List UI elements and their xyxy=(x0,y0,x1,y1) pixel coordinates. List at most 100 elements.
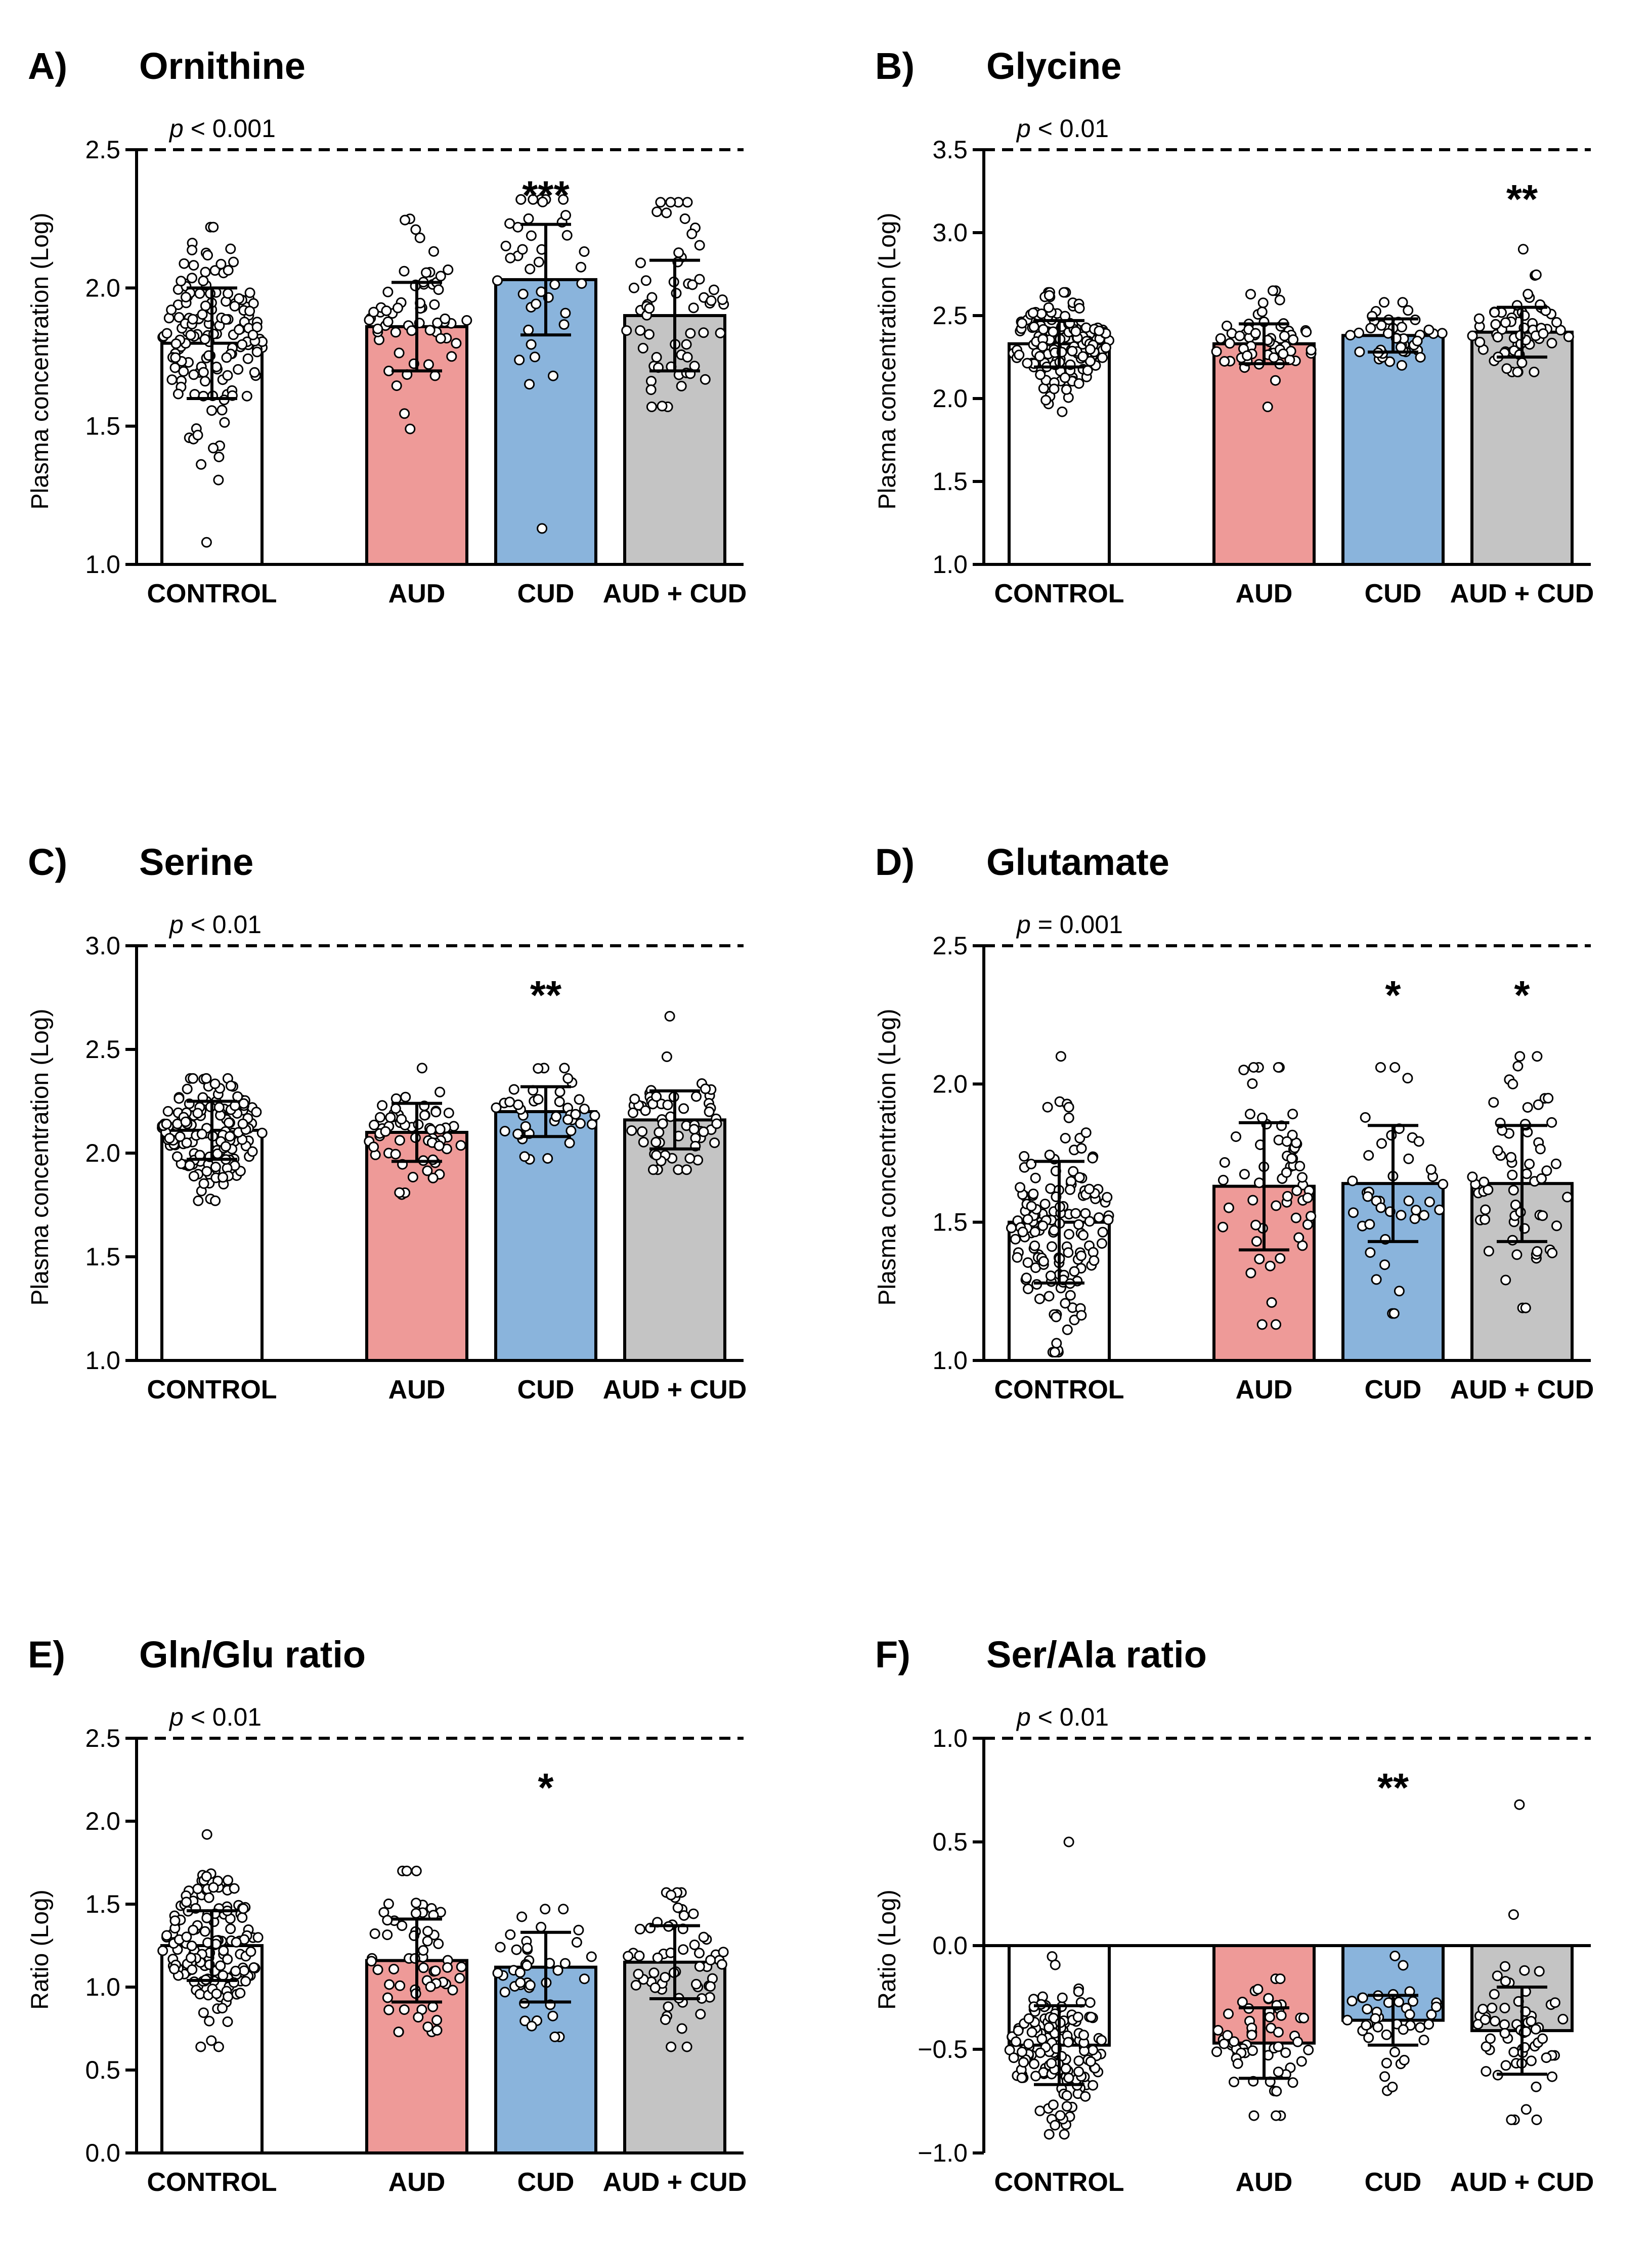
data-point xyxy=(519,2015,531,2027)
data-point xyxy=(1018,2057,1029,2068)
data-point xyxy=(1224,338,1235,349)
data-point xyxy=(579,1104,590,1115)
data-point xyxy=(549,2031,560,2042)
data-point xyxy=(210,1162,221,1172)
significance-marker: *** xyxy=(522,173,570,218)
data-point xyxy=(531,298,542,310)
data-point xyxy=(661,1051,672,1062)
data-point xyxy=(504,218,515,229)
p-value-label: p < 0.01 xyxy=(1016,114,1109,143)
data-point xyxy=(1088,2045,1099,2056)
data-point xyxy=(1415,2022,1426,2033)
data-point xyxy=(434,1086,446,1097)
data-point xyxy=(1425,1164,1437,1175)
data-point xyxy=(1281,1167,1292,1178)
data-point xyxy=(1060,372,1070,383)
data-point xyxy=(433,1140,445,1151)
data-point xyxy=(231,1937,242,1948)
data-point xyxy=(1270,375,1281,386)
data-point xyxy=(694,1948,705,1959)
data-point xyxy=(1247,1078,1258,1089)
data-point xyxy=(1370,2013,1381,2024)
data-point xyxy=(1481,2041,1492,2052)
data-point xyxy=(1500,1976,1511,1987)
data-point xyxy=(686,228,698,239)
data-point xyxy=(201,1912,212,1923)
data-point xyxy=(1480,1214,1491,1225)
data-point xyxy=(1094,1212,1105,1223)
data-point xyxy=(220,1141,231,1152)
data-point xyxy=(678,1944,689,1955)
data-point xyxy=(1087,1153,1098,1164)
data-point xyxy=(644,303,655,314)
data-point xyxy=(1047,1241,1058,1252)
data-point xyxy=(500,240,511,251)
data-point xyxy=(1084,1997,1096,2008)
data-point xyxy=(1541,2052,1552,2063)
data-point xyxy=(1244,1109,1255,1120)
x-category-label: CUD xyxy=(1365,1375,1422,1404)
data-point xyxy=(1218,1221,1229,1233)
data-point xyxy=(634,1950,645,1961)
data-point xyxy=(589,1110,600,1121)
data-point xyxy=(245,1946,256,1957)
data-point xyxy=(1523,289,1534,299)
data-point xyxy=(548,370,558,381)
data-point xyxy=(705,1955,716,1966)
data-point xyxy=(621,325,632,336)
data-point xyxy=(1059,2129,1070,2140)
panel-title: Gln/Glu ratio xyxy=(139,1634,366,1676)
data-point xyxy=(525,1979,536,1991)
data-point xyxy=(1348,1207,1359,1218)
data-point xyxy=(188,1171,199,1182)
data-point xyxy=(1067,345,1078,357)
y-tick-label: 1.0 xyxy=(85,1346,120,1375)
data-point xyxy=(382,1992,393,2003)
data-point xyxy=(170,352,181,363)
data-point xyxy=(455,1140,466,1151)
x-category-label: AUD + CUD xyxy=(1450,2168,1594,2197)
data-point xyxy=(1364,1219,1375,1230)
data-point xyxy=(536,1921,547,1932)
data-point xyxy=(380,1126,391,1137)
data-point xyxy=(1063,1112,1074,1123)
data-point xyxy=(222,2016,233,2027)
data-point xyxy=(234,324,245,335)
data-point xyxy=(678,1910,689,1921)
data-point xyxy=(1537,1210,1548,1221)
data-point xyxy=(1514,1799,1525,1810)
data-point xyxy=(391,380,402,391)
data-point xyxy=(1434,1204,1445,1215)
data-point xyxy=(1060,1133,1071,1143)
data-point xyxy=(251,1107,262,1118)
data-point xyxy=(1212,2025,1224,2036)
data-point xyxy=(201,1166,212,1177)
data-point xyxy=(1543,1092,1554,1104)
data-point xyxy=(216,405,228,416)
data-point xyxy=(222,1954,233,1965)
data-point xyxy=(1371,1274,1382,1285)
panel-title: Serine xyxy=(139,841,253,883)
data-point xyxy=(435,333,446,344)
data-point xyxy=(192,429,203,441)
data-point xyxy=(629,1093,640,1105)
data-point xyxy=(1346,1996,1358,2007)
data-point xyxy=(1551,1220,1562,1231)
data-point xyxy=(682,197,693,208)
data-point xyxy=(560,210,571,221)
data-point xyxy=(443,1108,454,1119)
data-point xyxy=(495,1942,506,1953)
data-point xyxy=(422,2021,433,2033)
data-point xyxy=(369,1928,380,1939)
data-point xyxy=(225,243,236,254)
data-point xyxy=(1396,342,1406,353)
data-point xyxy=(1030,2071,1041,2082)
data-point xyxy=(1011,2036,1022,2047)
data-point xyxy=(1252,1984,1264,1995)
data-point xyxy=(1078,2030,1089,2041)
data-point xyxy=(1547,2071,1557,2082)
data-point xyxy=(1273,1062,1284,1073)
data-point xyxy=(1534,1966,1545,1977)
data-point xyxy=(648,1967,660,1978)
panel-title: Ornithine xyxy=(139,45,306,87)
